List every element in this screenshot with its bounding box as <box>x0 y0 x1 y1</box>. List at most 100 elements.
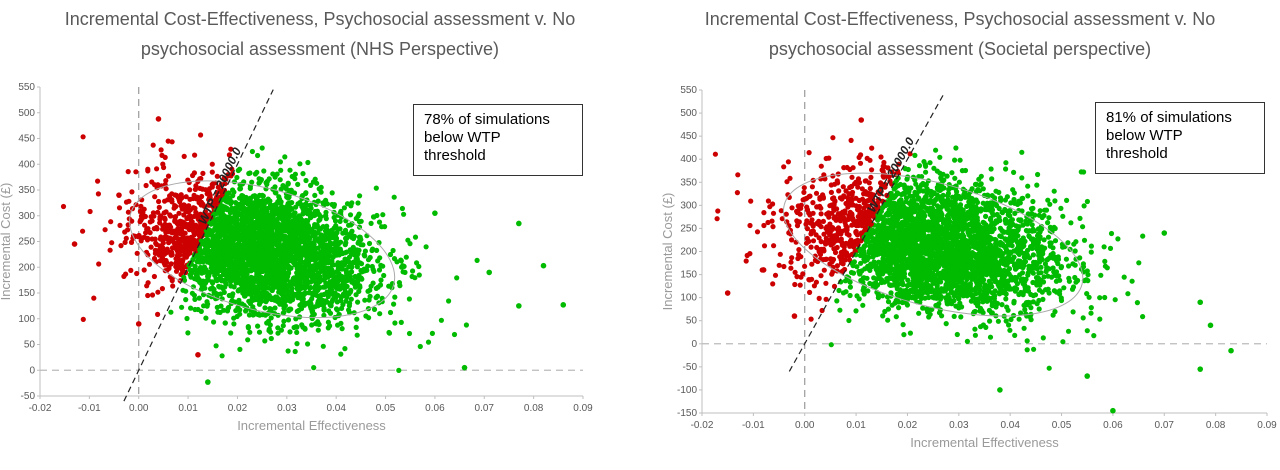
chart-title: Incremental Cost-Effectiveness, Psychoso… <box>640 4 1280 64</box>
scatter-point <box>150 142 156 148</box>
scatter-point <box>262 243 268 249</box>
scatter-point <box>999 302 1005 308</box>
y-tick-label: 300 <box>18 211 35 222</box>
scatter-point <box>362 297 368 303</box>
x-tick-label: -0.02 <box>29 403 52 414</box>
scatter-point <box>116 205 123 211</box>
simulation-note: 78% of simulations below WTP threshold <box>413 104 583 176</box>
scatter-point <box>305 341 311 347</box>
scatter-point <box>155 116 162 122</box>
scatter-point <box>109 240 115 246</box>
scatter-point <box>208 218 214 225</box>
scatter-point <box>161 210 167 216</box>
scatter-point <box>225 248 231 254</box>
scatter-point <box>282 184 288 190</box>
scatter-point <box>245 337 251 343</box>
scatter-point <box>144 283 150 289</box>
scatter-point <box>308 305 314 311</box>
scatter-point <box>349 221 355 227</box>
scatter-point <box>191 170 197 176</box>
scatter-point <box>516 220 522 227</box>
scatter-point <box>352 273 358 280</box>
x-tick-label: -0.01 <box>742 420 765 431</box>
scatter-point <box>313 223 319 229</box>
scatter-point <box>179 219 185 225</box>
scatter-point <box>369 263 375 270</box>
scatter-point <box>325 293 331 300</box>
scatter-point <box>233 261 239 267</box>
scatter-point <box>298 217 304 223</box>
scatter-point <box>373 285 379 291</box>
scatter-point <box>355 200 361 206</box>
x-axis-label: Incremental Effectiveness <box>237 418 386 433</box>
scatter-point <box>339 305 345 311</box>
scatter-point <box>154 226 160 232</box>
scatter-point <box>255 279 261 285</box>
scatter-point <box>317 269 324 275</box>
scatter-point <box>273 280 279 286</box>
scatter-point <box>167 212 173 218</box>
scatter-point <box>828 342 834 348</box>
scatter-point <box>273 242 279 248</box>
scatter-point <box>360 242 366 248</box>
scatter-point <box>374 293 381 299</box>
scatter-point <box>382 224 388 230</box>
scatter-point <box>331 214 337 221</box>
scatter-point <box>888 290 894 296</box>
scatter-point <box>788 265 794 271</box>
scatter-point <box>334 244 340 251</box>
scatter-point <box>315 198 321 204</box>
scatter-point <box>202 239 208 245</box>
scatter-point <box>348 234 354 240</box>
scatter-point <box>133 202 139 208</box>
scatter-point <box>263 253 269 260</box>
scatter-point <box>318 263 324 269</box>
scatter-point <box>175 226 181 232</box>
scatter-point <box>345 274 351 280</box>
scatter-point <box>294 324 300 330</box>
scatter-point <box>197 176 203 182</box>
scatter-point <box>486 269 493 276</box>
scatter-point <box>265 258 271 264</box>
scatter-point <box>412 234 419 240</box>
scatter-point <box>222 320 228 326</box>
scatter-point <box>260 193 266 199</box>
scatter-point <box>1081 203 1087 209</box>
scatter-point <box>396 280 402 286</box>
scatter-point <box>425 339 432 345</box>
scatter-point <box>287 222 294 228</box>
scatter-point <box>221 289 227 295</box>
scatter-point <box>226 266 232 272</box>
scatter-point <box>231 237 237 243</box>
y-tick-label: 400 <box>680 154 697 165</box>
scatter-point <box>338 248 344 254</box>
scatter-point <box>358 267 364 274</box>
scatter-point <box>391 301 397 307</box>
scatter-point <box>377 255 383 261</box>
scatter-point <box>321 312 327 318</box>
scatter-point <box>144 237 151 243</box>
scatter-point <box>285 317 292 323</box>
scatter-point <box>157 236 163 242</box>
scatter-point <box>152 182 158 188</box>
scatter-point <box>198 281 204 287</box>
scatter-point <box>152 236 158 242</box>
scatter-point <box>160 223 166 229</box>
scatter-point <box>168 309 174 315</box>
scatter-point <box>269 269 275 275</box>
scatter-point <box>310 292 316 298</box>
scatter-point <box>277 209 283 215</box>
scatter-point <box>225 214 231 220</box>
scatter-point <box>994 300 1001 307</box>
scatter-point <box>403 254 409 260</box>
scatter-point <box>451 331 458 338</box>
scatter-point <box>327 279 333 285</box>
scatter-point <box>423 244 429 250</box>
scatter-point <box>211 286 217 292</box>
scatter-point <box>211 234 217 240</box>
scatter-point <box>783 211 789 217</box>
scatter-point <box>358 261 365 267</box>
scatter-point <box>183 194 189 200</box>
scatter-point <box>254 269 260 275</box>
x-tick-label: 0.08 <box>1206 420 1226 431</box>
